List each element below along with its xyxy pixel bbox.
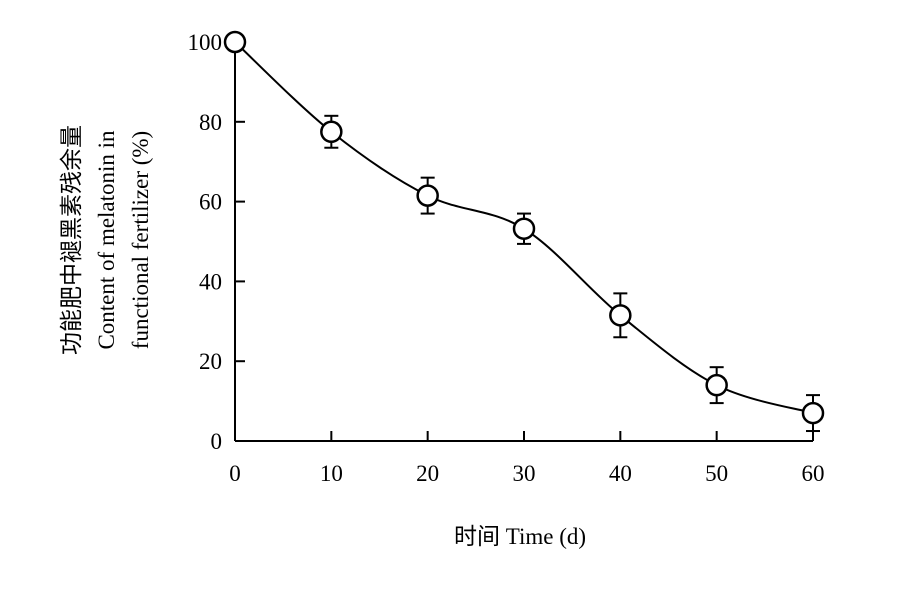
- y-tick-label: 0: [211, 429, 223, 454]
- y-axis-title-line-1: 功能肥中褪黑素残余量: [59, 125, 84, 355]
- data-points: [223, 30, 825, 425]
- y-axis-title-line-3: functional fertilizer (%): [128, 131, 153, 349]
- x-tick-label: 50: [705, 461, 728, 486]
- y-tick-label: 20: [199, 349, 222, 374]
- x-tick-label: 60: [802, 461, 825, 486]
- data-point: [320, 120, 343, 144]
- data-point: [705, 373, 728, 397]
- y-tick-label: 80: [199, 110, 222, 135]
- x-tick-label: 40: [609, 461, 632, 486]
- y-tick-label: 60: [199, 190, 222, 215]
- data-point: [801, 401, 825, 425]
- x-axis-title: 时间 Time (d): [454, 524, 586, 549]
- error-bars: [324, 114, 820, 433]
- x-ticks: 0 10 20 30 40 50 60: [229, 431, 825, 486]
- plot-area: 0 20 40 60 80 100 0 10 20 30 40 50 60: [188, 30, 825, 486]
- y-tick-label: 40: [199, 269, 222, 294]
- y-axis-title: 功能肥中褪黑素残余量 Content of melatonin in funct…: [59, 125, 153, 355]
- data-point: [512, 217, 536, 240]
- x-tick-label: 0: [229, 461, 241, 486]
- x-tick-label: 30: [513, 461, 536, 486]
- data-point: [223, 30, 247, 54]
- x-tick-label: 10: [320, 461, 343, 486]
- data-point: [609, 304, 632, 327]
- y-tick-label: 100: [188, 30, 223, 55]
- data-point: [416, 184, 439, 207]
- x-tick-label: 20: [416, 461, 439, 486]
- y-ticks: 0 20 40 60 80 100: [188, 30, 245, 454]
- y-axis-title-line-2: Content of melatonin in: [94, 130, 119, 350]
